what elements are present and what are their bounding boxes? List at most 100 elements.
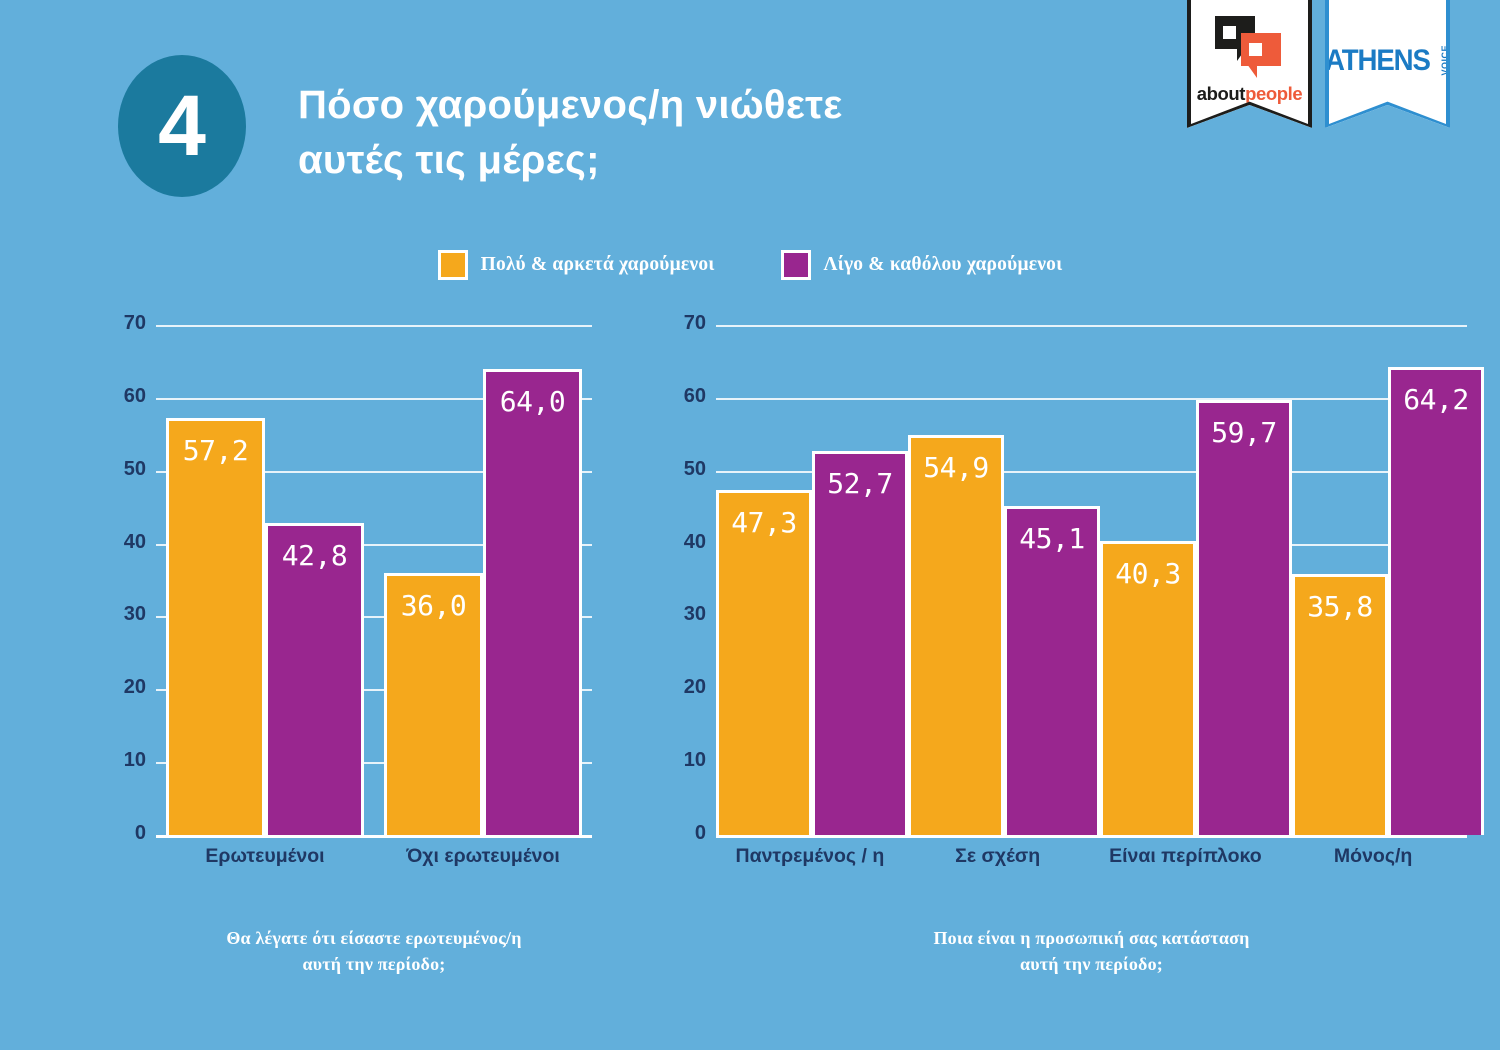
bar-1-0: 36,0: [384, 572, 483, 835]
bar-group-2: 40,3 59,7: [1100, 325, 1292, 835]
chart-left: 70 60 50 40 30 20 10 0 57,2 42,8 36,0 64,0 Ερωτευμ…: [112, 312, 592, 974]
chart-caption-line-1: Θα λέγατε ότι είσαστε ερωτευμένος/η: [226, 928, 522, 948]
category-labels: Ερωτευμένοι Όχι ερωτευμένοι: [156, 845, 592, 868]
category-label-0: Παντρεμένος / η: [735, 845, 885, 867]
bar-value-label: 35,8: [1307, 590, 1373, 624]
athens-word: ATHENS: [1325, 44, 1431, 77]
legend-label-0: Πολύ & αρκετά χαρούμενοι: [480, 254, 715, 275]
bar-0-1: 42,8: [265, 523, 364, 835]
aboutpeople-word-1: about: [1196, 83, 1246, 104]
chart-caption-line-2: αυτή την περίοδο;: [302, 954, 446, 975]
gridline-40: [156, 543, 592, 546]
y-tick-label-20: 20: [683, 676, 706, 699]
gridline-70: [156, 325, 592, 327]
bar-group-0: 47,3 52,7: [716, 325, 908, 835]
bar-3-1: 64,2: [1388, 367, 1484, 835]
legend-item-0: Πολύ & αρκετά χαρούμενοι: [437, 250, 715, 280]
y-tick-label-40: 40: [123, 530, 146, 553]
legend-label-1: Λίγο & καθόλου χαρούμενοι: [823, 254, 1063, 275]
y-tick-label-0: 0: [134, 822, 146, 844]
bar-1-1: 64,0: [483, 368, 582, 835]
bars-area: 57,2 42,8 36,0 64,0: [156, 325, 592, 835]
bar-value-label: 47,3: [731, 506, 797, 540]
plot-area: 70 60 50 40 30 20 10 0 47,3 52,7 54,9 45,1 40,3 59,7…: [672, 312, 1484, 844]
bar-value-label: 57,2: [182, 434, 249, 468]
banner-inner: ATHENS VOICE: [1329, 0, 1446, 124]
bar-value-label: 64,2: [1403, 383, 1469, 417]
chart-legend: Πολύ & αρκετά χαρούμενοι Λίγο & καθόλου χ…: [0, 250, 1500, 280]
bar-value-label: 59,7: [1211, 416, 1277, 450]
y-tick-label-60: 60: [123, 384, 146, 407]
gridline-70: [716, 325, 1467, 327]
question-number: 4: [158, 78, 206, 174]
gridline-0: [716, 835, 1467, 838]
bar-value-label: 42,8: [281, 539, 348, 573]
chart-caption: Θα λέγατε ότι είσαστε ερωτευμένος/η αυτή…: [156, 925, 592, 977]
category-label-1: Όχι ερωτευμένοι: [406, 845, 560, 867]
bar-3-0: 35,8: [1292, 574, 1388, 835]
bar-value-label: 40,3: [1115, 557, 1181, 591]
speech-bubble-orange-icon: [1240, 33, 1281, 78]
gridline-0: [156, 835, 592, 838]
logo-group: aboutpeople ATHENS VOICE: [1187, 0, 1450, 128]
athensvoice-logo: ATHENS VOICE: [1325, 0, 1450, 128]
page-title-line-1: Πόσο χαρούμενος/η νιώθετε: [298, 83, 843, 127]
plot-area: 70 60 50 40 30 20 10 0 57,2 42,8 36,0 64,0: [112, 312, 592, 844]
question-number-badge: 4: [118, 55, 246, 197]
bar-value-label: 54,9: [923, 451, 989, 485]
gridline-50: [716, 470, 1467, 473]
bar-group-0: 57,2 42,8: [156, 325, 374, 835]
banner-inner: aboutpeople: [1191, 0, 1308, 124]
y-axis: 70 60 50 40 30 20 10 0: [112, 312, 592, 844]
gridline-20: [156, 689, 592, 692]
category-labels: Παντρεμένος / η Σε σχέση Είναι περίπλοκο Μό…: [716, 845, 1467, 868]
page-title: Πόσο χαρούμενος/η νιώθετε αυτές τις μέρε…: [298, 78, 1118, 188]
bar-group-1: 36,0 64,0: [374, 325, 592, 835]
chart-caption: Ποια είναι η προσωπική σας κατάσταση αυτ…: [716, 925, 1467, 977]
y-tick-label-10: 10: [683, 749, 706, 772]
bar-0-0: 47,3: [716, 490, 812, 835]
y-tick-label-50: 50: [123, 457, 146, 480]
category-label-2: Είναι περίπλοκο: [1109, 845, 1262, 867]
chart-right: 70 60 50 40 30 20 10 0 47,3 52,7 54,9 45,1 40,3 59,7…: [672, 312, 1484, 974]
y-tick-label-0: 0: [694, 822, 706, 844]
chart-caption-line-1: Ποια είναι η προσωπική σας κατάσταση: [933, 928, 1250, 948]
category-label-0: Ερωτευμένοι: [205, 845, 325, 867]
bar-value-label: 52,7: [827, 467, 893, 501]
gridline-60: [716, 397, 1467, 400]
y-tick-label-30: 30: [683, 603, 706, 626]
header: 4 Πόσο χαρούμενος/η νιώθετε αυτές τις μέ…: [0, 0, 1500, 230]
gridline-50: [156, 470, 592, 473]
gridline-30: [156, 616, 592, 619]
y-tick-label-40: 40: [683, 530, 706, 553]
bar-group-1: 54,9 45,1: [908, 325, 1100, 835]
y-tick-label-70: 70: [123, 312, 146, 334]
category-label-3: Μόνος/η: [1333, 845, 1413, 867]
bar-group-3: 35,8 64,2: [1292, 325, 1484, 835]
bar-value-label: 36,0: [400, 588, 467, 622]
legend-swatch-0: [437, 250, 468, 280]
bar-2-0: 40,3: [1100, 541, 1196, 835]
bar-0-1: 52,7: [812, 451, 908, 835]
bar-1-1: 45,1: [1004, 506, 1100, 835]
aboutpeople-wordmark: aboutpeople: [1197, 83, 1303, 105]
aboutpeople-word-2: people: [1245, 83, 1303, 104]
gridline-60: [156, 397, 592, 400]
speech-bubbles-icon: [1214, 16, 1285, 78]
page-title-line-2: αυτές τις μέρες;: [298, 138, 600, 183]
bar-value-label: 45,1: [1019, 522, 1085, 556]
athensvoice-wordmark: ATHENS VOICE: [1325, 44, 1446, 78]
aboutpeople-logo: aboutpeople: [1187, 0, 1312, 128]
y-tick-label-60: 60: [683, 384, 706, 407]
bar-2-1: 59,7: [1196, 400, 1292, 835]
legend-item-1: Λίγο & καθόλου χαρούμενοι: [780, 250, 1063, 280]
bar-value-label: 64,0: [499, 384, 566, 418]
y-tick-label-70: 70: [683, 312, 706, 334]
y-tick-label-10: 10: [123, 749, 146, 772]
bar-1-0: 54,9: [908, 435, 1004, 835]
legend-swatch-1: [780, 250, 811, 280]
y-tick-label-20: 20: [123, 676, 146, 699]
y-tick-label-30: 30: [123, 603, 146, 626]
category-label-1: Σε σχέση: [955, 845, 1041, 867]
bar-0-0: 57,2: [166, 418, 265, 835]
